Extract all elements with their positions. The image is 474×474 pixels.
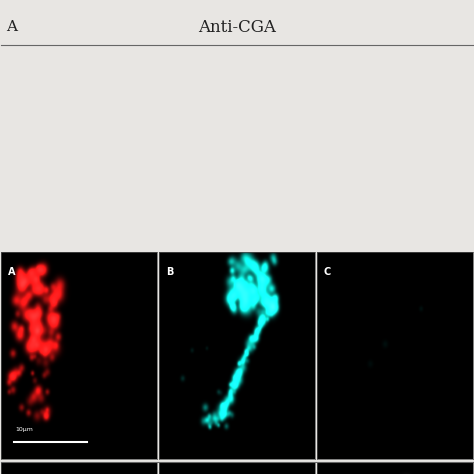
Text: A: A	[6, 20, 17, 34]
Text: 10μm: 10μm	[15, 428, 33, 432]
Text: A: A	[8, 267, 15, 277]
Text: B: B	[165, 267, 173, 277]
Text: Anti-CGA: Anti-CGA	[198, 18, 276, 36]
Text: C: C	[324, 267, 331, 277]
